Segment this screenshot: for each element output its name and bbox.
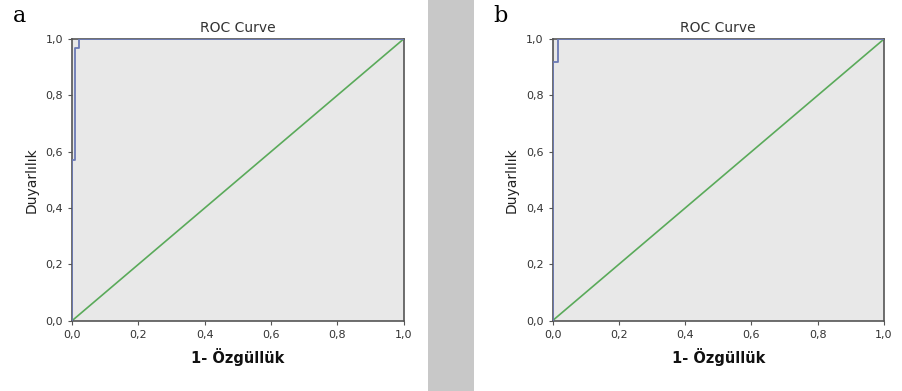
Y-axis label: Duyarlılık: Duyarlılık: [24, 147, 39, 213]
Y-axis label: Duyarlılık: Duyarlılık: [505, 147, 519, 213]
X-axis label: 1- Özgüllük: 1- Özgüllük: [672, 348, 765, 366]
Text: b: b: [493, 5, 507, 27]
Text: a: a: [13, 5, 26, 27]
X-axis label: 1- Özgüllük: 1- Özgüllük: [191, 348, 284, 366]
Title: ROC Curve: ROC Curve: [680, 21, 756, 35]
Title: ROC Curve: ROC Curve: [200, 21, 276, 35]
